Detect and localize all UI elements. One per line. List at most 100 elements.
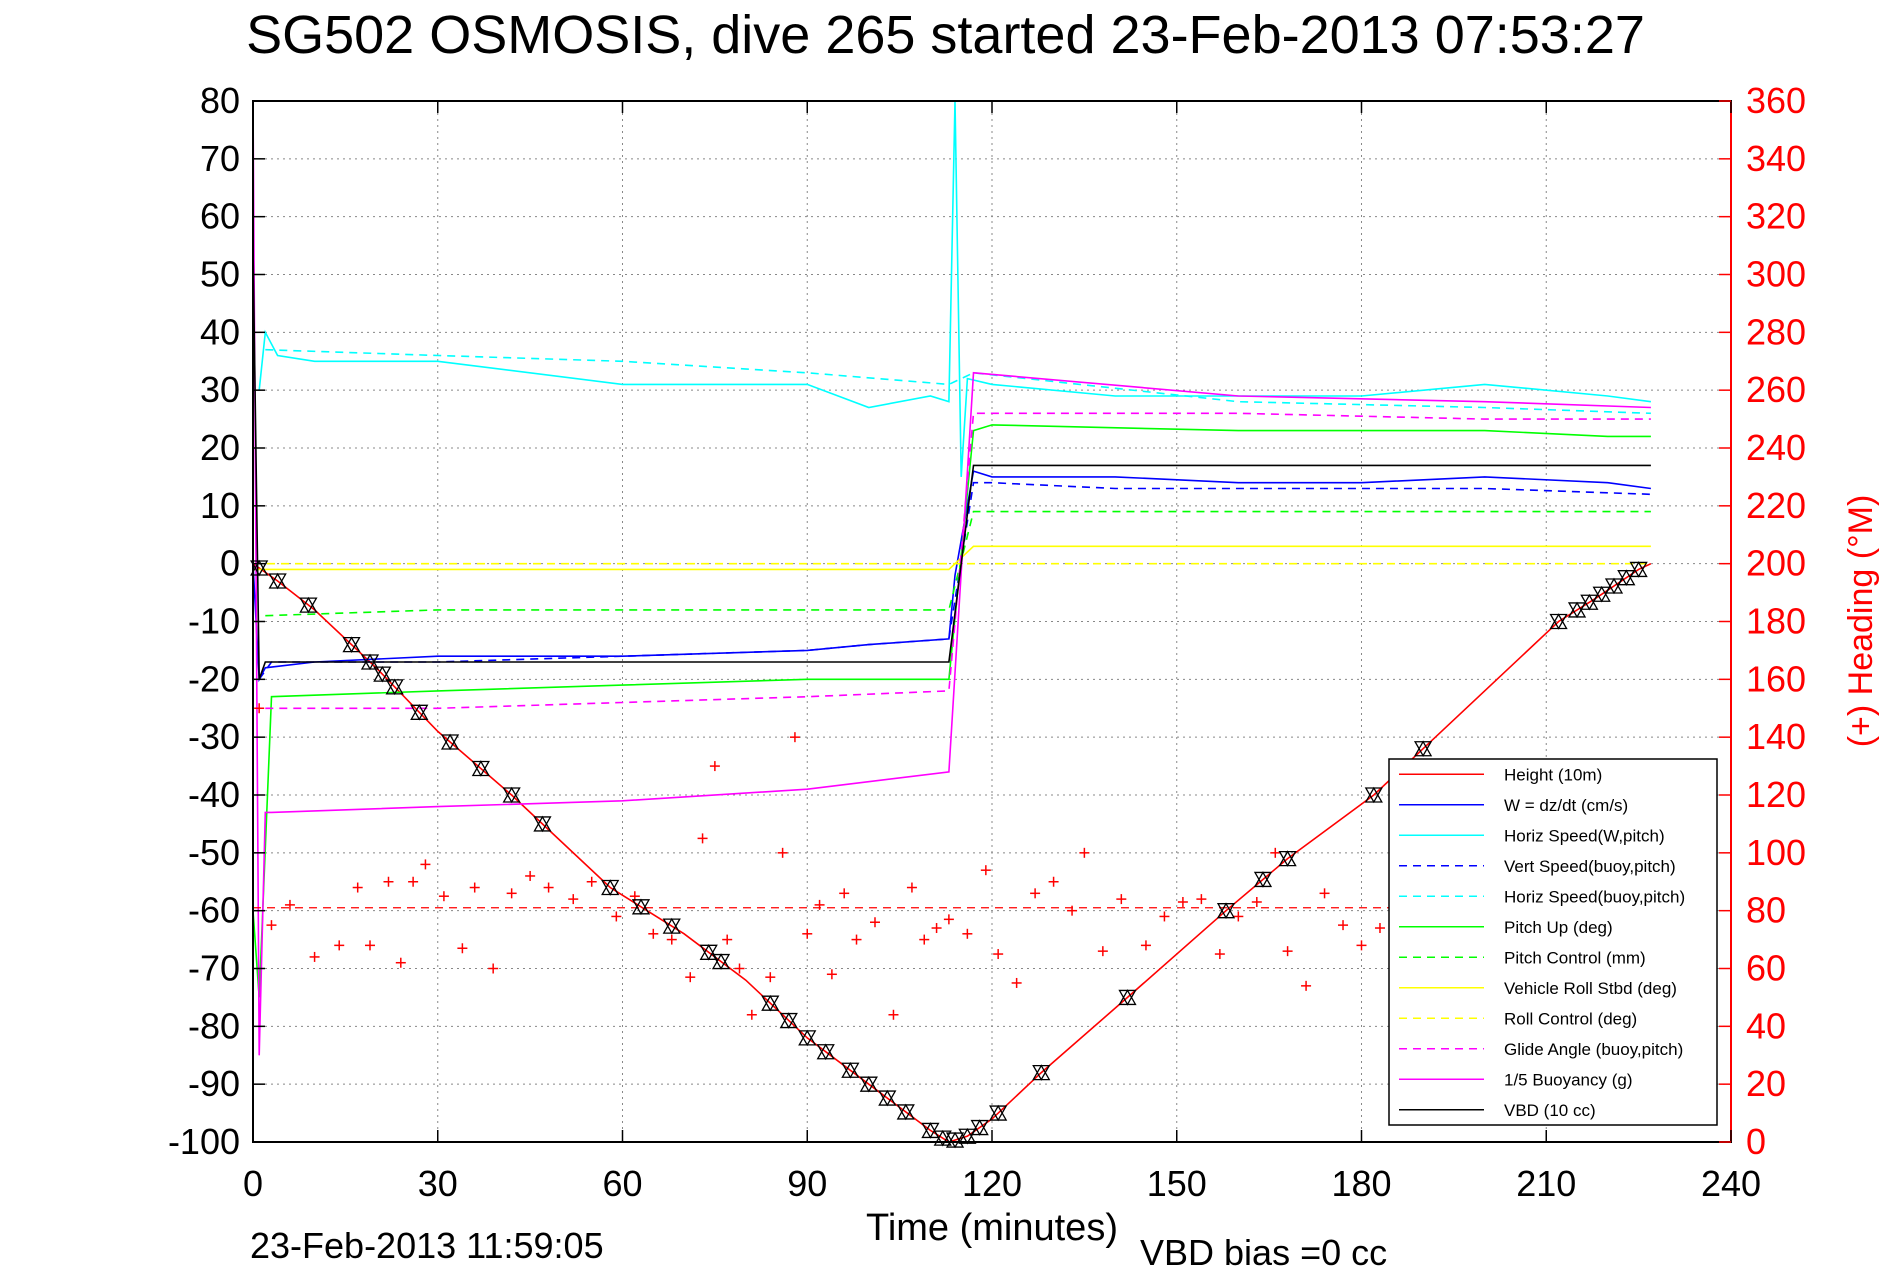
legend-entry: Horiz Speed(buoy,pitch) — [1399, 887, 1685, 906]
y-right-tick-label: 20 — [1746, 1063, 1786, 1104]
height-markers — [250, 559, 1648, 1149]
legend-entry: Horiz Speed(W,pitch) — [1399, 826, 1665, 845]
heading-point — [943, 914, 954, 925]
heading-point — [1196, 894, 1207, 905]
heading-point — [1338, 920, 1349, 931]
heading-point — [1159, 911, 1170, 922]
height-marker — [1364, 786, 1383, 804]
heading-point — [383, 876, 394, 887]
heading-point — [980, 865, 991, 876]
legend-label: Height (10m) — [1504, 765, 1602, 784]
y-tick-label: 20 — [200, 427, 240, 468]
heading-point — [1374, 923, 1385, 934]
legend-label: Horiz Speed(W,pitch) — [1504, 826, 1665, 845]
heading-point — [814, 899, 825, 910]
y-right-tick-label: 60 — [1746, 948, 1786, 989]
y-right-tick-label: 120 — [1746, 774, 1806, 815]
heading-point — [457, 943, 468, 954]
x-tick-label: 240 — [1701, 1163, 1761, 1204]
y-right-tick-label: 280 — [1746, 311, 1806, 352]
series-pitch-up-deg — [252, 424, 1651, 998]
heading-point — [365, 940, 376, 951]
series-horiz-speed-w-pitch — [258, 100, 1652, 477]
legend-label: Pitch Control (mm) — [1504, 948, 1646, 967]
y-right-tick-label: 100 — [1746, 832, 1806, 873]
legend-entry: Pitch Up (deg) — [1399, 918, 1613, 937]
height-marker — [1118, 989, 1137, 1006]
y-tick-label: -100 — [168, 1121, 240, 1162]
heading-point — [266, 920, 277, 931]
y-tick-label: 70 — [200, 138, 240, 179]
legend-label: VBD (10 cc) — [1504, 1101, 1596, 1120]
x-axis-label: Time (minutes) — [866, 1207, 1118, 1249]
heading-point — [395, 957, 406, 968]
heading-point — [802, 928, 813, 939]
y-tick-label: 50 — [200, 254, 240, 295]
height-marker — [878, 1089, 897, 1107]
heading-point — [888, 1009, 899, 1020]
height-marker — [761, 994, 780, 1012]
legend-entry: W = dz/dt (cm/s) — [1399, 796, 1628, 815]
heading-point — [586, 876, 597, 887]
height-marker — [711, 953, 731, 970]
y-right-tick-label: 40 — [1746, 1005, 1786, 1046]
heading-point — [697, 833, 708, 844]
heading-point — [709, 761, 720, 772]
y-right-tick-label: 0 — [1746, 1121, 1766, 1162]
height-marker — [1413, 740, 1433, 758]
heading-point — [1282, 946, 1293, 957]
series-pitch-control-mm — [265, 510, 1651, 617]
height-marker — [1567, 601, 1587, 619]
height-marker — [958, 1127, 977, 1145]
y-tick-label: -60 — [188, 890, 240, 931]
y-right-tick-label: 360 — [1746, 80, 1806, 121]
heading-point — [611, 911, 622, 922]
height-marker — [1216, 902, 1236, 919]
y-tick-label: -10 — [188, 601, 240, 642]
height-marker — [1580, 593, 1599, 611]
heading-point — [420, 859, 431, 870]
heading-point — [931, 923, 942, 934]
height-marker — [385, 678, 404, 696]
heading-point — [284, 899, 295, 910]
legend-box — [1388, 758, 1718, 1126]
y-right-tick-label: 220 — [1746, 485, 1806, 526]
height-marker — [471, 760, 490, 777]
y-right-tick-label: 80 — [1746, 890, 1786, 931]
heading-point — [1079, 847, 1090, 858]
heading-point — [851, 934, 862, 945]
series-layer — [252, 100, 1652, 1143]
height-marker — [1617, 569, 1636, 587]
heading-point — [1214, 949, 1225, 960]
y-tick-label: 80 — [200, 80, 240, 121]
y-tick-label: 30 — [200, 369, 240, 410]
height-marker — [1253, 871, 1273, 888]
height-marker — [779, 1012, 798, 1029]
heading-point — [525, 870, 536, 881]
legend-entry: VBD (10 cc) — [1399, 1101, 1596, 1120]
x-tick-label: 150 — [1147, 1163, 1207, 1204]
y-ticks: 80 70 60 50 40 30 20 10 0 -10 -20 -30 -40 -50 -60 -70 -8… — [168, 80, 265, 1162]
height-marker — [342, 636, 361, 653]
heading-point — [765, 972, 776, 983]
heading-point — [648, 928, 659, 939]
legend-entry: Vehicle Roll Stbd (deg) — [1399, 979, 1677, 998]
y-tick-label: 10 — [200, 485, 240, 526]
y-right-tick-label: 200 — [1746, 543, 1806, 584]
y-tick-label: -20 — [188, 658, 240, 699]
height-marker — [798, 1029, 817, 1047]
heading-point — [722, 934, 733, 945]
heading-point — [869, 917, 880, 928]
heading-point — [334, 940, 345, 951]
legend-label: W = dz/dt (cm/s) — [1504, 796, 1628, 815]
height-marker — [1032, 1064, 1051, 1081]
legend-entry: Height (10m) — [1399, 765, 1602, 784]
y-tick-label: -80 — [188, 1005, 240, 1046]
y-tick-label: 60 — [200, 196, 240, 237]
height-marker — [502, 786, 521, 804]
legend-entry: Roll Control (deg) — [1399, 1009, 1637, 1028]
x-tick-label: 0 — [243, 1163, 263, 1204]
height-marker — [859, 1075, 878, 1093]
heading-point — [666, 934, 677, 945]
